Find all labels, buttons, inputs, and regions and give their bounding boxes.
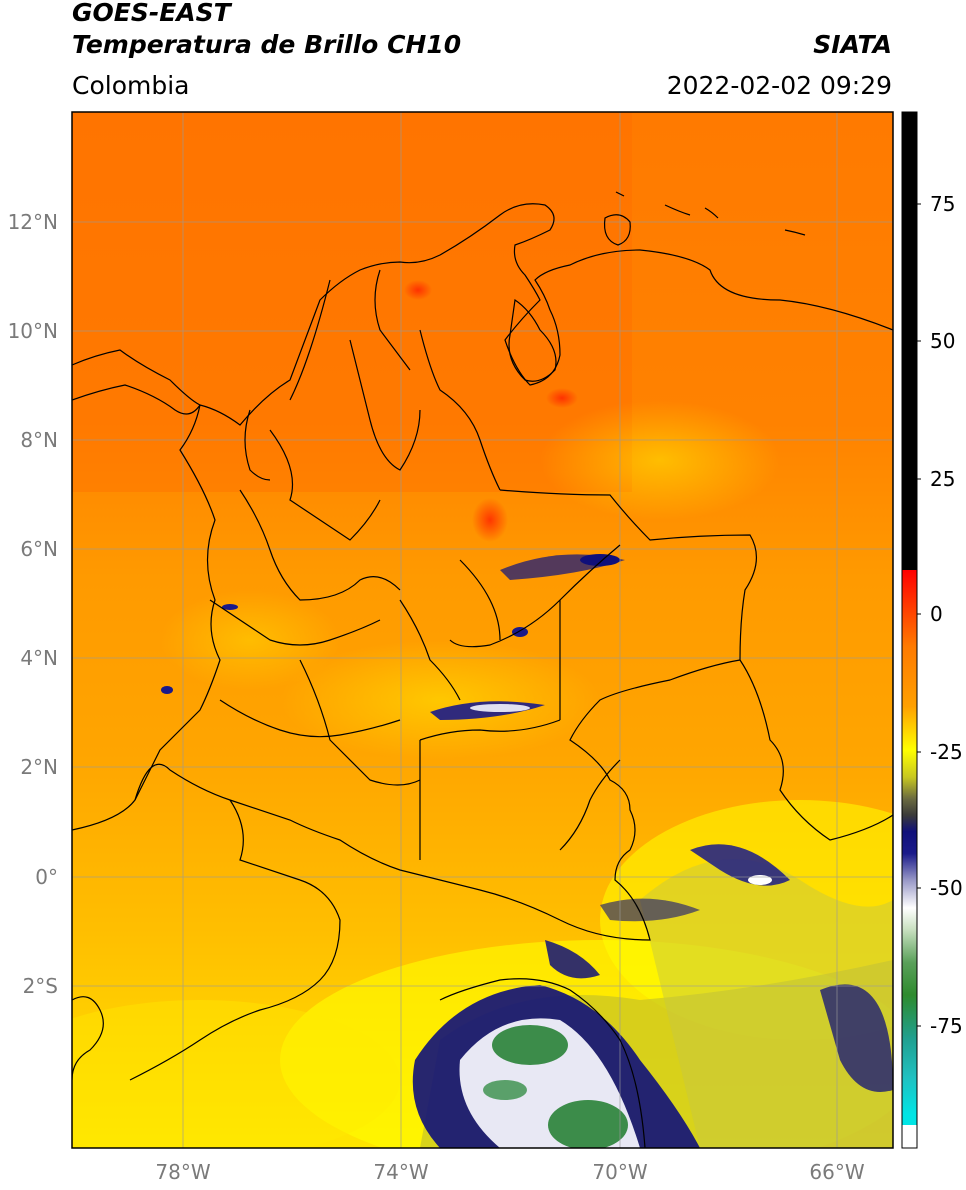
lat-tick-label: 2°S (22, 974, 58, 998)
lon-tick-label: 78°W (155, 1160, 211, 1184)
brightness-temperature-field (72, 112, 893, 1148)
lat-tick-label: 4°N (20, 646, 58, 670)
lat-tick-label: 12°N (7, 210, 58, 234)
lat-tick-label: 8°N (20, 428, 58, 452)
agency-label: SIATA (813, 30, 892, 59)
map-frame (71, 111, 894, 1149)
datetime-label: 2022-02-02 09:29 (666, 71, 892, 100)
colorbar-tick-label: 25 (930, 467, 956, 491)
product-title: Temperatura de Brillo CH10 (72, 30, 462, 59)
lon-tick-label: 70°W (592, 1160, 648, 1184)
islands (603, 191, 806, 246)
lat-tick-label: 6°N (20, 537, 58, 561)
region-label: Colombia (72, 71, 190, 100)
lat-tick-label: 10°N (7, 319, 58, 343)
colorbar-tick-label: 75 (930, 192, 956, 216)
coastlines-and-borders (72, 203, 893, 1148)
map-gridlines (72, 112, 893, 1148)
lon-tick-label: 66°W (809, 1160, 865, 1184)
colorbar-tick-label: 0 (930, 602, 943, 626)
colorbar-tick-label: -50 (930, 876, 963, 900)
colorbar (901, 111, 921, 1149)
colorbar-tick-label: 50 (930, 329, 956, 353)
colorbar-tick-label: -25 (930, 740, 963, 764)
lon-tick-label: 74°W (373, 1160, 429, 1184)
colorbar-tick-label: -75 (930, 1014, 963, 1038)
lat-tick-label: 0° (35, 865, 58, 889)
satellite-title: GOES-EAST (72, 0, 231, 27)
lat-tick-label: 2°N (20, 755, 58, 779)
